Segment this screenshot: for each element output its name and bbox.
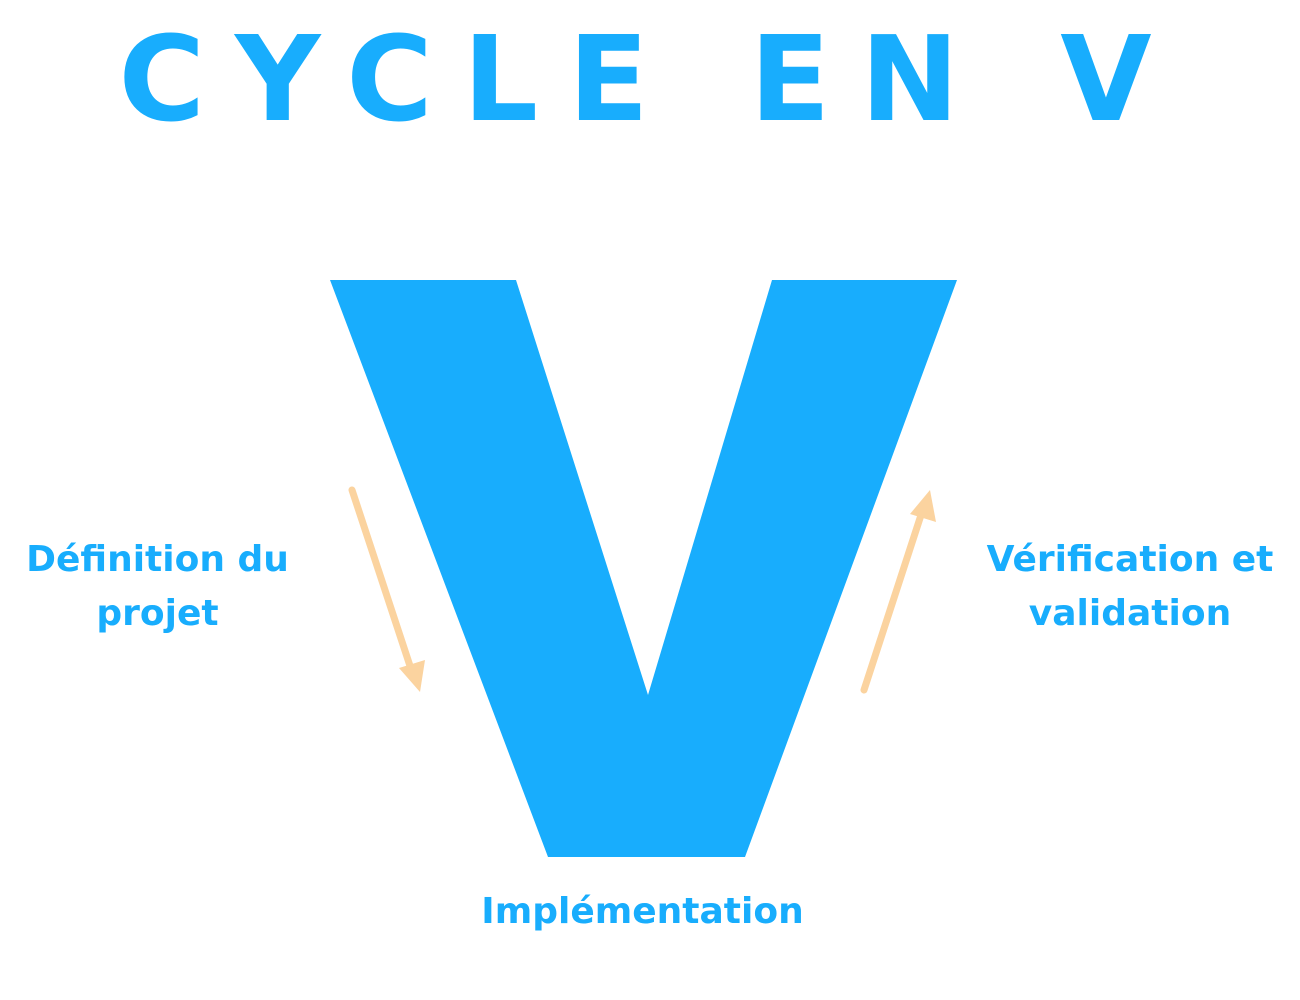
definition-arrowhead <box>399 660 425 692</box>
diagram-title: CYCLE EN V <box>118 10 1182 148</box>
phase-label-implementation: Implémentation <box>481 891 804 932</box>
phase-label-definition: Définition du projet <box>0 533 315 641</box>
phase-label-validation-line1: Vérification et <box>986 539 1274 580</box>
phase-label-definition-line2: projet <box>96 593 219 634</box>
validation-arrowhead <box>910 490 936 522</box>
phase-label-validation: Vérification et validation <box>960 533 1300 641</box>
v-shape <box>330 280 957 857</box>
definition-arrow-down-icon <box>348 486 416 676</box>
phase-label-definition-line1: Définition du <box>26 539 289 580</box>
phase-label-validation-line2: validation <box>1028 593 1232 634</box>
validation-arrow-up-icon <box>860 508 926 694</box>
